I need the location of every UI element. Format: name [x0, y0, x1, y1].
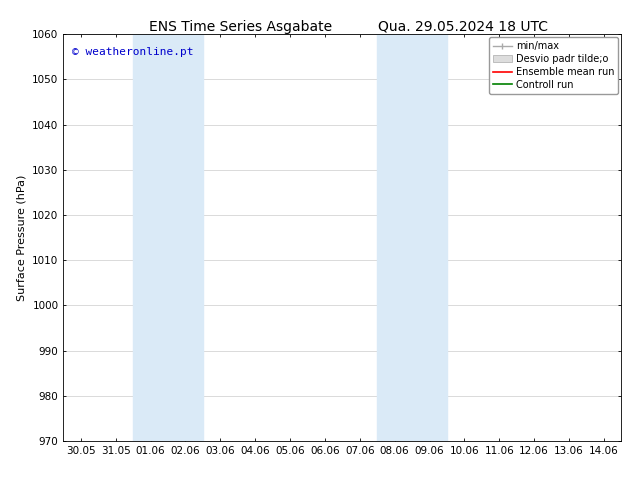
Y-axis label: Surface Pressure (hPa): Surface Pressure (hPa) — [16, 174, 27, 301]
Text: © weatheronline.pt: © weatheronline.pt — [72, 47, 193, 56]
Text: ENS Time Series Asgabate: ENS Time Series Asgabate — [150, 20, 332, 34]
Bar — [412, 34, 447, 441]
Bar — [377, 34, 412, 441]
Text: Qua. 29.05.2024 18 UTC: Qua. 29.05.2024 18 UTC — [378, 20, 548, 34]
Bar — [133, 34, 168, 441]
Bar — [168, 34, 203, 441]
Legend: min/max, Desvio padr tilde;o, Ensemble mean run, Controll run: min/max, Desvio padr tilde;o, Ensemble m… — [489, 37, 618, 94]
